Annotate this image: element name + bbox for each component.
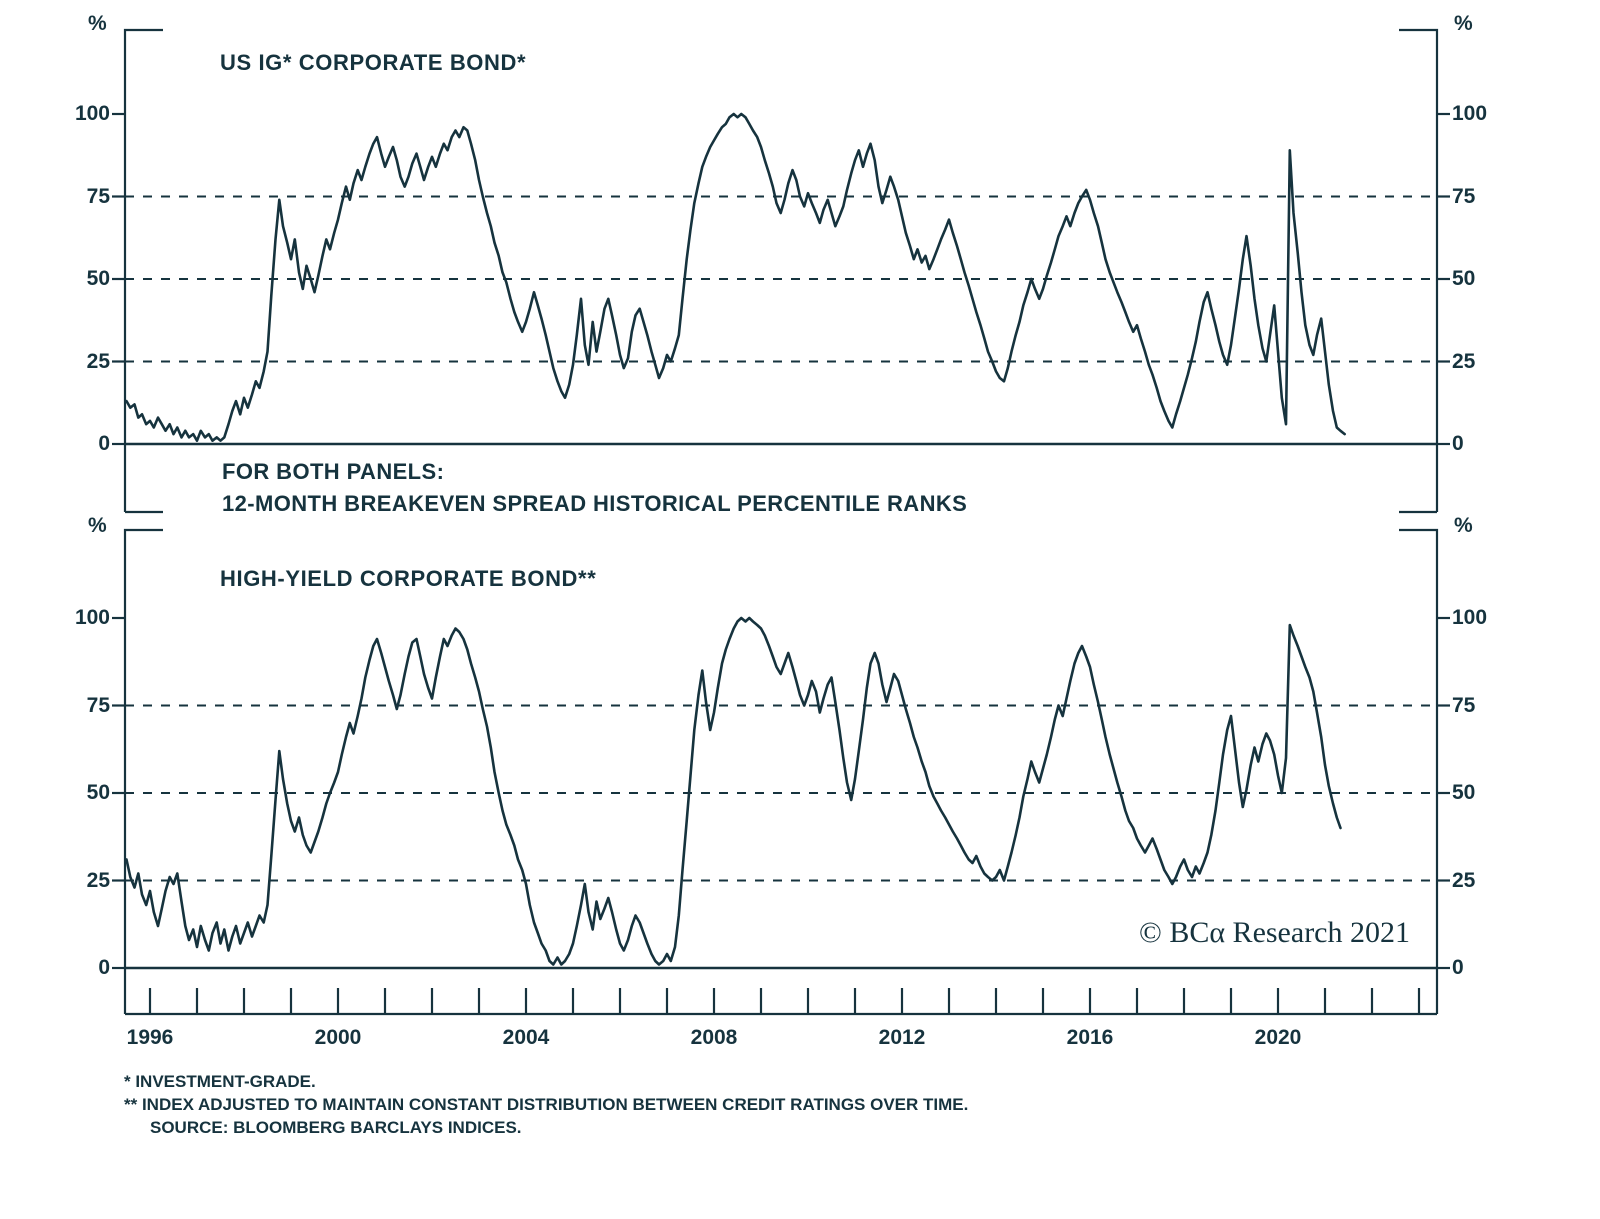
panel2-y-tick-label-right: 100: [1452, 606, 1488, 629]
panel2-y-unit-left: %: [88, 514, 107, 537]
panel2-y-tick-label-left: 25: [86, 868, 110, 892]
panel2-y-tick-label-left: 75: [86, 693, 110, 717]
panel2-right-axis: [1399, 528, 1439, 1014]
footnote-index-adjusted: ** INDEX ADJUSTED TO MAINTAIN CONSTANT D…: [124, 1095, 969, 1114]
us-ig-12-month-breakeven-spread-historical-percentile-rank-line: [125, 112, 1346, 443]
panel1-y-tick-label-right: 75: [1452, 184, 1476, 208]
x-tick-label-2008: 2008: [690, 1026, 738, 1049]
high-yield-12-month-breakeven-spread-historical-percentile-rank-line: [125, 616, 1342, 966]
between-panels-note-line1: FOR BOTH PANELS:: [222, 459, 445, 484]
panel1-y-unit-right: %: [1454, 12, 1473, 35]
panel2-y-tick-label-right: 75: [1452, 693, 1476, 717]
copyright-notice: © BCα Research 2021: [1139, 916, 1410, 949]
between-panels-note-line2: 12-MONTH BREAKEVEN SPREAD HISTORICAL PER…: [222, 491, 968, 516]
panel1-title: US IG* CORPORATE BOND*: [220, 50, 527, 75]
x-tick-label-2000: 2000: [314, 1026, 362, 1049]
panel1-right-axis: [1399, 28, 1439, 512]
between-panels-note: FOR BOTH PANELS: 12-MONTH BREAKEVEN SPRE…: [222, 456, 967, 520]
panel1-y-tick-label-left: 0: [98, 432, 110, 455]
panel1-y-tick-label-right: 50: [1452, 267, 1476, 290]
panel2-y-tick-label-left: 0: [98, 956, 110, 979]
panel1-y-unit-left: %: [88, 12, 107, 35]
panel1-y-tick-label-left: 100: [74, 102, 110, 125]
panel2-y-unit-right: %: [1454, 514, 1473, 537]
x-tick-label-2020: 2020: [1254, 1026, 1302, 1049]
x-tick-label-2012: 2012: [878, 1026, 926, 1049]
panel1-y-tick-label-right: 100: [1452, 102, 1488, 125]
footnote-investment-grade: * INVESTMENT-GRADE.: [124, 1072, 316, 1091]
panel2-title: HIGH-YIELD CORPORATE BOND**: [220, 566, 597, 591]
panel1-y-tick-label-right: 25: [1452, 349, 1476, 373]
panel2-y-tick-label-left: 50: [86, 781, 110, 804]
x-tick-label-2004: 2004: [502, 1026, 550, 1049]
footnotes: * INVESTMENT-GRADE. ** INDEX ADJUSTED TO…: [124, 1070, 968, 1139]
panel2-y-tick-label-right: 0: [1452, 956, 1464, 979]
panel2-left-axis: [123, 528, 163, 1014]
x-tick-label-2016: 2016: [1066, 1026, 1114, 1049]
panel2-y-tick-label-right: 50: [1452, 781, 1476, 804]
panel1-left-axis: [123, 28, 163, 512]
x-tick-label-1996: 1996: [126, 1026, 174, 1049]
footnote-source: SOURCE: BLOOMBERG BARCLAYS INDICES.: [150, 1118, 522, 1137]
panel1-y-tick-label-left: 25: [86, 349, 110, 373]
panel1-y-tick-label-right: 0: [1452, 432, 1464, 455]
panel1-y-tick-label-left: 75: [86, 184, 110, 208]
panel2-y-tick-label-right: 25: [1452, 868, 1476, 892]
panel2-y-tick-label-left: 100: [74, 606, 110, 629]
panel1-y-tick-label-left: 50: [86, 267, 110, 290]
